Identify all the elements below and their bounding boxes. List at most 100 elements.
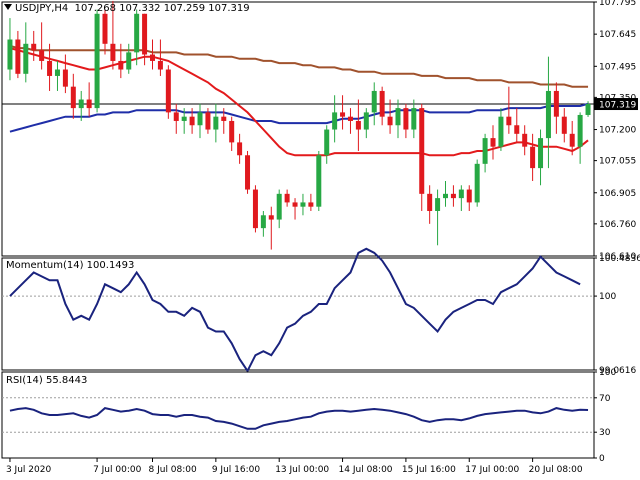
- candle-body: [142, 13, 148, 55]
- momentum-axis-label: 100.4836: [599, 254, 640, 264]
- candle: [150, 39, 155, 70]
- candle: [411, 99, 417, 139]
- candle-body: [355, 120, 361, 130]
- candle: [157, 39, 163, 76]
- candle: [142, 13, 148, 66]
- candle: [221, 108, 227, 134]
- price-axis-label: 107.645: [599, 30, 636, 40]
- candle-body: [458, 189, 464, 199]
- time-axis-label: 17 Jul 00:00: [465, 465, 519, 475]
- candle-body: [102, 13, 108, 44]
- candle-body: [347, 116, 353, 121]
- candle: [213, 103, 219, 143]
- candle-body: [268, 215, 274, 220]
- candle: [308, 193, 314, 211]
- time-axis-label: 20 Jul 08:00: [529, 465, 583, 475]
- candle-body: [545, 90, 551, 139]
- candle: [474, 159, 480, 207]
- candle: [403, 103, 409, 139]
- candle-body: [522, 133, 528, 147]
- candle: [363, 108, 369, 139]
- price-axis-label: 106.760: [599, 220, 636, 230]
- candle: [522, 125, 528, 156]
- price-axis-label: 107.055: [599, 157, 636, 167]
- candle-body: [474, 163, 480, 203]
- candle-body: [245, 155, 251, 190]
- candle-body: [585, 104, 591, 115]
- candle: [126, 43, 132, 74]
- candle-body: [276, 193, 282, 220]
- candle-body: [284, 193, 290, 203]
- candle: [498, 108, 504, 151]
- candle: [229, 116, 235, 151]
- candle: [86, 82, 92, 117]
- candle-body: [229, 120, 235, 143]
- time-axis-label: 14 Jul 08:00: [339, 465, 393, 475]
- candle: [530, 133, 536, 181]
- candle-body: [403, 108, 409, 130]
- candle: [577, 112, 583, 164]
- candle: [490, 125, 496, 160]
- candle-body: [78, 99, 84, 109]
- candle-body: [395, 108, 401, 126]
- candle-body: [173, 112, 179, 121]
- candle-body: [252, 189, 258, 229]
- candle: [514, 108, 520, 143]
- ohlc-readout: 107.268 107.332 107.259 107.319: [74, 3, 250, 14]
- candle-body: [31, 43, 37, 51]
- momentum-title: Momentum(14) 100.1493: [6, 260, 135, 271]
- candle-body: [213, 116, 219, 130]
- candle-body: [197, 112, 203, 126]
- candle-body: [300, 202, 306, 207]
- candle-body: [411, 108, 417, 130]
- candle-body: [260, 215, 266, 229]
- candle-body: [569, 133, 575, 147]
- candle: [39, 22, 45, 70]
- candle: [173, 103, 179, 134]
- candle-body: [371, 90, 377, 113]
- candle: [165, 65, 171, 119]
- candle: [332, 95, 338, 143]
- candle: [458, 185, 464, 211]
- candle-body: [577, 114, 583, 147]
- candle-body: [39, 50, 45, 61]
- candle: [585, 101, 591, 117]
- price-axis-label: 107.200: [599, 126, 636, 136]
- candle: [450, 185, 456, 207]
- candle-body: [157, 60, 163, 70]
- candle: [15, 30, 21, 79]
- candle: [134, 9, 140, 66]
- candle-body: [553, 90, 559, 117]
- candle: [118, 43, 124, 79]
- rsi-axis-label: 30: [599, 428, 611, 438]
- candle: [94, 9, 100, 113]
- rsi-panel: 0 30 70 100: [1, 368, 616, 464]
- candle-body: [308, 202, 314, 207]
- current-price-tag-label: 107.319: [599, 101, 636, 111]
- candle-body: [363, 112, 369, 130]
- candle: [260, 210, 266, 237]
- candle: [205, 108, 211, 134]
- candle: [395, 99, 401, 139]
- candle-body: [387, 116, 393, 126]
- candle-body: [221, 116, 227, 121]
- candle-body: [205, 112, 211, 130]
- candle-body: [15, 39, 21, 74]
- symbol-label: USDJPY,H4: [15, 3, 69, 14]
- candle-body: [435, 198, 441, 211]
- candle: [435, 189, 441, 246]
- candle-body: [70, 86, 76, 109]
- candle: [387, 99, 393, 134]
- time-axis-label: 15 Jul 16:00: [402, 465, 456, 475]
- collapse-triangle-icon[interactable]: [4, 4, 12, 10]
- candle: [245, 150, 251, 194]
- candle: [482, 133, 488, 173]
- candle: [23, 22, 29, 83]
- candle: [340, 95, 346, 130]
- time-axis-label: 3 Jul 2020: [6, 465, 51, 475]
- candle-body: [324, 129, 330, 156]
- candle: [355, 99, 361, 151]
- candle-body: [316, 155, 322, 207]
- candle: [316, 150, 322, 211]
- candle: [237, 133, 243, 164]
